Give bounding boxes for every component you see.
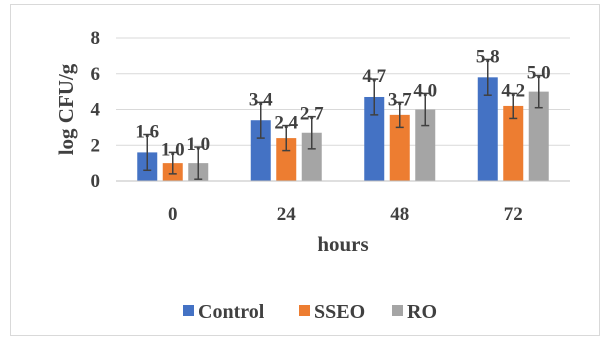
x-tick-label: 48 [390, 204, 409, 225]
error-bars [143, 58, 543, 180]
y-tick-label: 6 [91, 64, 101, 85]
bar-sseo-24 [276, 138, 297, 181]
legend-label-control: Control [198, 301, 265, 323]
bar-sseo-72 [503, 105, 524, 181]
y-tick-label: 4 [91, 100, 101, 121]
bar-sseo-48 [389, 114, 410, 181]
bar-ro-24 [301, 132, 322, 181]
legend-swatch-control [183, 305, 194, 316]
y-tick-label: 0 [91, 171, 101, 192]
data-label: 4.2 [501, 80, 525, 101]
data-label: 4.0 [413, 80, 437, 101]
data-label: 3.7 [388, 89, 412, 110]
x-axis-title: hours [317, 232, 368, 256]
data-label: 1.0 [186, 134, 210, 155]
data-label: 4.7 [362, 66, 386, 87]
data-label: 1.0 [161, 139, 185, 160]
legend: Control SSEO RO [183, 301, 437, 323]
y-tick-label: 2 [91, 135, 101, 156]
bar-ro-48 [415, 109, 436, 181]
x-tick-label: 24 [277, 204, 297, 225]
data-label: 2.7 [300, 104, 324, 125]
legend-label-ro: RO [407, 301, 437, 323]
x-axis-ticks: 0 24 48 72 [168, 204, 523, 225]
y-tick-label: 8 [91, 28, 101, 49]
data-label: 1.6 [135, 122, 159, 143]
bars [137, 77, 549, 181]
bar-control-24 [250, 120, 271, 181]
x-tick-label: 72 [504, 204, 523, 225]
legend-swatch-ro [392, 305, 403, 316]
y-axis-title: log CFU/g [54, 63, 78, 155]
y-axis-ticks: 0 2 4 6 8 [91, 28, 101, 192]
legend-label-sseo: SSEO [314, 301, 365, 323]
data-label: 2.4 [274, 113, 298, 134]
bar-control-72 [477, 77, 498, 181]
data-label: 5.0 [527, 63, 551, 84]
bar-control-48 [364, 96, 385, 181]
data-labels: 1.61.0 1.03.42.4 2.74.73.7 4.05.84.25.0 [135, 46, 550, 160]
x-tick-label: 0 [168, 204, 178, 225]
bar-ro-72 [528, 91, 549, 181]
legend-swatch-sseo [299, 305, 310, 316]
data-label: 3.4 [249, 89, 273, 110]
data-label: 5.8 [476, 46, 500, 67]
